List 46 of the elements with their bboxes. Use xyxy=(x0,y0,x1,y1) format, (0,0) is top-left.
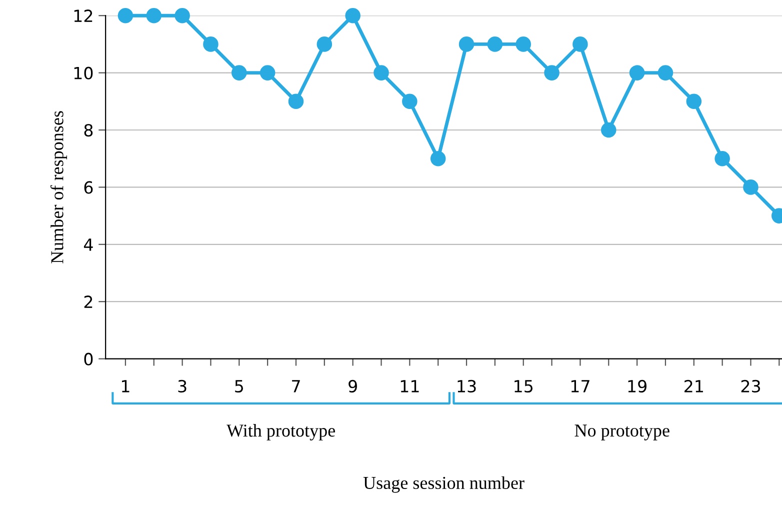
point xyxy=(174,8,190,24)
x-tick-label: 5 xyxy=(235,380,243,393)
x-tick-label: 23 xyxy=(741,380,760,393)
point xyxy=(203,36,218,52)
point xyxy=(118,8,134,24)
point xyxy=(374,65,389,80)
y-tick-label: 10 xyxy=(74,66,93,80)
point xyxy=(430,150,446,166)
point xyxy=(260,65,276,80)
point xyxy=(402,94,418,110)
point xyxy=(345,8,360,24)
x-tick-label: 7 xyxy=(292,380,300,392)
point xyxy=(288,94,304,110)
x-tick-label: 13 xyxy=(458,380,476,393)
x-tick-label: 17 xyxy=(571,380,590,392)
y-tick-label: 4 xyxy=(84,238,93,251)
x-tick-label: 11 xyxy=(400,380,419,392)
y-tick-label: 12 xyxy=(74,10,92,22)
x-tick-label: 21 xyxy=(684,380,703,392)
x-tick-label: 19 xyxy=(628,380,646,393)
y-axis-title: Number of responses xyxy=(50,111,67,264)
point xyxy=(458,36,474,52)
x-tick-label: 1 xyxy=(122,380,130,392)
point xyxy=(487,36,503,52)
point xyxy=(658,65,674,80)
x-tick-label: 3 xyxy=(178,380,186,393)
point xyxy=(544,65,560,80)
y-tick-label: 2 xyxy=(84,296,92,308)
y-tick-label: 8 xyxy=(84,124,93,137)
point xyxy=(743,180,758,195)
x-axis-title: Usage session number xyxy=(363,476,524,493)
x-tick-label: 15 xyxy=(514,380,533,393)
point xyxy=(516,36,532,52)
point xyxy=(686,94,702,110)
x-tick-label: 9 xyxy=(348,380,357,393)
point xyxy=(629,65,645,80)
point xyxy=(714,150,730,166)
point xyxy=(232,65,247,80)
y-tick-label: 6 xyxy=(84,181,93,194)
point xyxy=(316,36,332,52)
point xyxy=(146,8,162,24)
point xyxy=(572,36,588,52)
y-tick-label: 0 xyxy=(84,352,93,366)
point xyxy=(600,122,616,138)
text: With prototype xyxy=(226,424,335,440)
text: No prototype xyxy=(574,424,670,440)
